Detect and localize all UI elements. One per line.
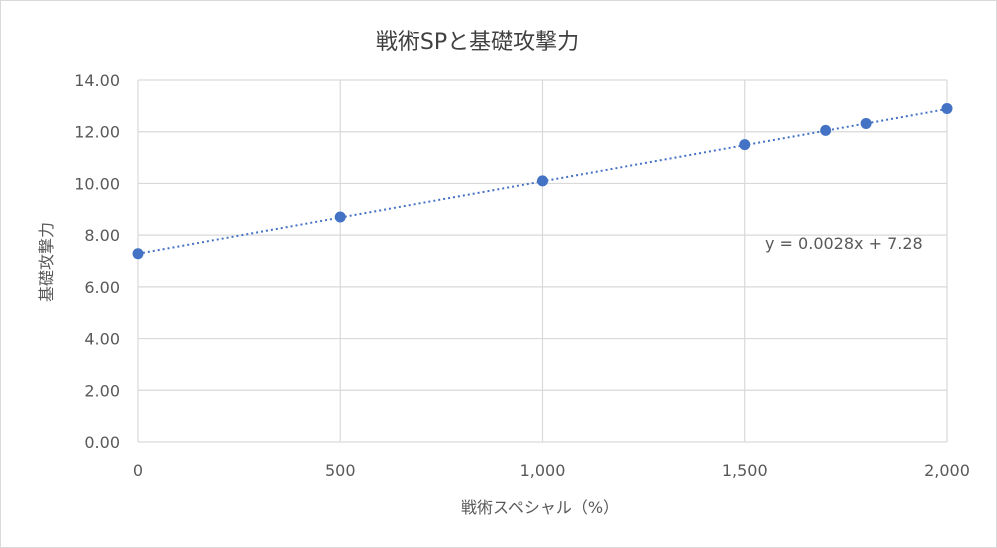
trendline-equation: y = 0.0028x + 7.28 <box>765 234 923 253</box>
data-point <box>334 211 346 223</box>
x-tick-label: 0 <box>133 461 143 480</box>
y-tick-label: 12.00 <box>74 123 120 142</box>
x-tick-label: 2,000 <box>924 461 970 480</box>
x-tick-label: 1,000 <box>520 461 566 480</box>
x-gridlines <box>137 80 948 442</box>
y-tick-labels: 0.00 2.00 4.00 6.00 8.00 10.00 12.00 14.00 <box>74 71 120 452</box>
y-axis-title: 基礎攻撃力 <box>37 222 56 302</box>
y-tick-label: 6.00 <box>84 278 120 297</box>
data-point <box>132 248 144 260</box>
x-tick-labels: 0 500 1,000 1,500 2,000 <box>133 461 970 480</box>
y-tick-label: 0.00 <box>84 433 120 452</box>
y-tick-label: 8.00 <box>84 226 120 245</box>
y-tick-label: 14.00 <box>74 71 120 90</box>
y-tick-label: 10.00 <box>74 174 120 193</box>
data-point <box>860 117 872 129</box>
chart-title: 戦術SPと基礎攻撃力 <box>375 30 580 55</box>
data-point <box>739 139 751 151</box>
data-point <box>941 102 953 114</box>
x-tick-label: 500 <box>325 461 356 480</box>
data-point <box>537 175 548 187</box>
data-points <box>132 102 953 260</box>
y-tick-label: 4.00 <box>84 330 120 349</box>
x-tick-label: 1,500 <box>722 461 768 480</box>
x-axis-title: 戦術スペシャル（%） <box>461 498 619 517</box>
y-tick-label: 2.00 <box>84 381 120 400</box>
data-point <box>820 124 832 136</box>
